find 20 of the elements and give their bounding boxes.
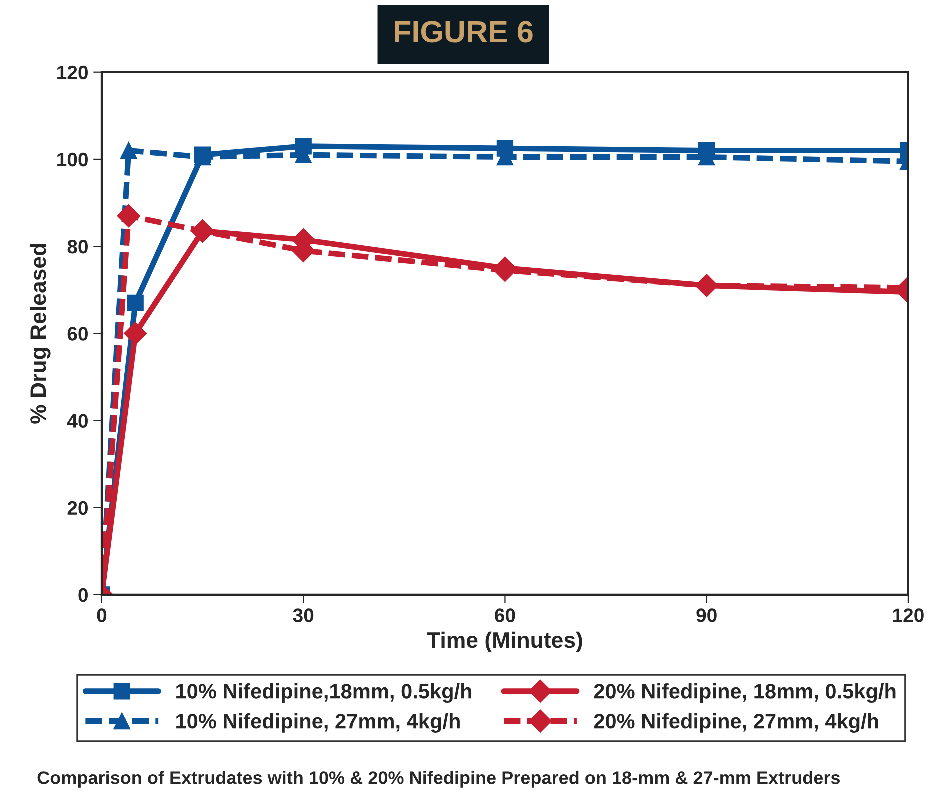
y-tick-label: 120 <box>58 66 88 80</box>
y-tick-label: 60 <box>68 327 88 341</box>
x-tick-label: 90 <box>696 608 717 622</box>
y-tick-label: 0 <box>78 588 88 602</box>
x-axis-title: Time (Minutes) <box>427 632 582 653</box>
x-tick-label: 30 <box>293 608 314 622</box>
y-axis-title: % Drug Released <box>30 244 51 424</box>
x-tick-label: 120 <box>893 608 924 622</box>
y-tick-label: 100 <box>58 152 88 167</box>
x-tick-label: 60 <box>495 608 516 622</box>
y-tick-label: 20 <box>68 501 88 516</box>
legend-label: 10% Nifedipine, 27mm, 4kg/h <box>176 713 460 733</box>
legend-label: 10% Nifedipine,18mm, 0.5kg/h <box>176 684 472 704</box>
text: Comparison of Extrudates with 10% & 20% Nifedipine Prepared on 18-mm & 27-mm Extruders <box>38 771 840 788</box>
chart-title: FIGURE 6 <box>395 21 533 43</box>
legend-label: 20% Nifedipine, 18mm, 0.5kg/h <box>594 684 896 704</box>
y-tick-label: 80 <box>68 240 88 254</box>
legend-label: 20% Nifedipine, 27mm, 4kg/h <box>594 713 878 733</box>
x-tick-label: 0 <box>97 608 107 622</box>
y-tick-label: 40 <box>67 414 88 428</box>
